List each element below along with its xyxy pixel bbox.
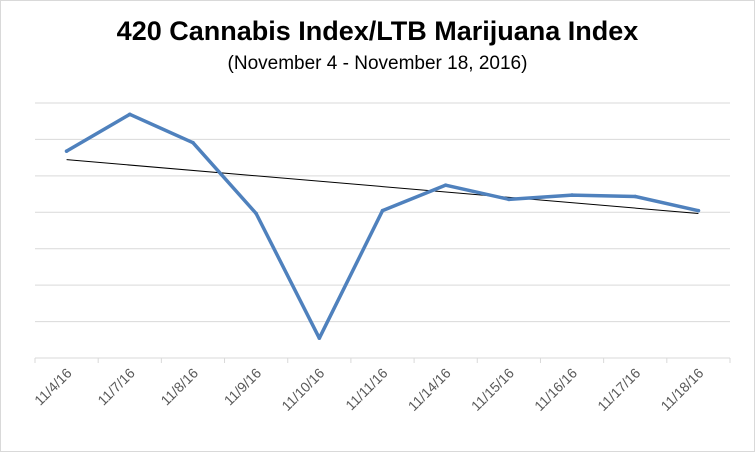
data-point <box>317 336 322 340</box>
trend-line <box>66 159 699 214</box>
chart-subtitle: (November 4 - November 18, 2016) <box>227 53 528 74</box>
data-point <box>254 211 258 216</box>
data-point <box>380 208 385 213</box>
x-tick-label: 11/14/16 <box>405 365 454 414</box>
data-point <box>127 112 132 117</box>
series-line <box>64 112 701 340</box>
x-tick-label: 11/7/16 <box>94 365 138 409</box>
x-tick-label: 11/16/16 <box>531 365 580 414</box>
data-point <box>570 193 574 197</box>
data-point <box>696 208 701 213</box>
x-tick-label: 11/9/16 <box>221 365 265 409</box>
x-tick-label: 11/18/16 <box>657 365 706 414</box>
x-tick-label: 11/8/16 <box>157 365 201 409</box>
data-point <box>633 194 638 199</box>
x-tick-label: 11/15/16 <box>468 365 517 414</box>
data-point <box>64 149 69 153</box>
x-tick-label: 11/10/16 <box>278 365 327 414</box>
data-point <box>191 140 195 145</box>
data-point <box>507 197 511 202</box>
x-tick-label: 11/17/16 <box>594 365 643 414</box>
x-tick-label: 11/11/16 <box>342 365 391 414</box>
chart-title: 420 Cannabis Index/LTB Marijuana Index <box>116 16 639 46</box>
x-tick-label: 11/4/16 <box>31 365 75 409</box>
data-point <box>443 183 448 187</box>
